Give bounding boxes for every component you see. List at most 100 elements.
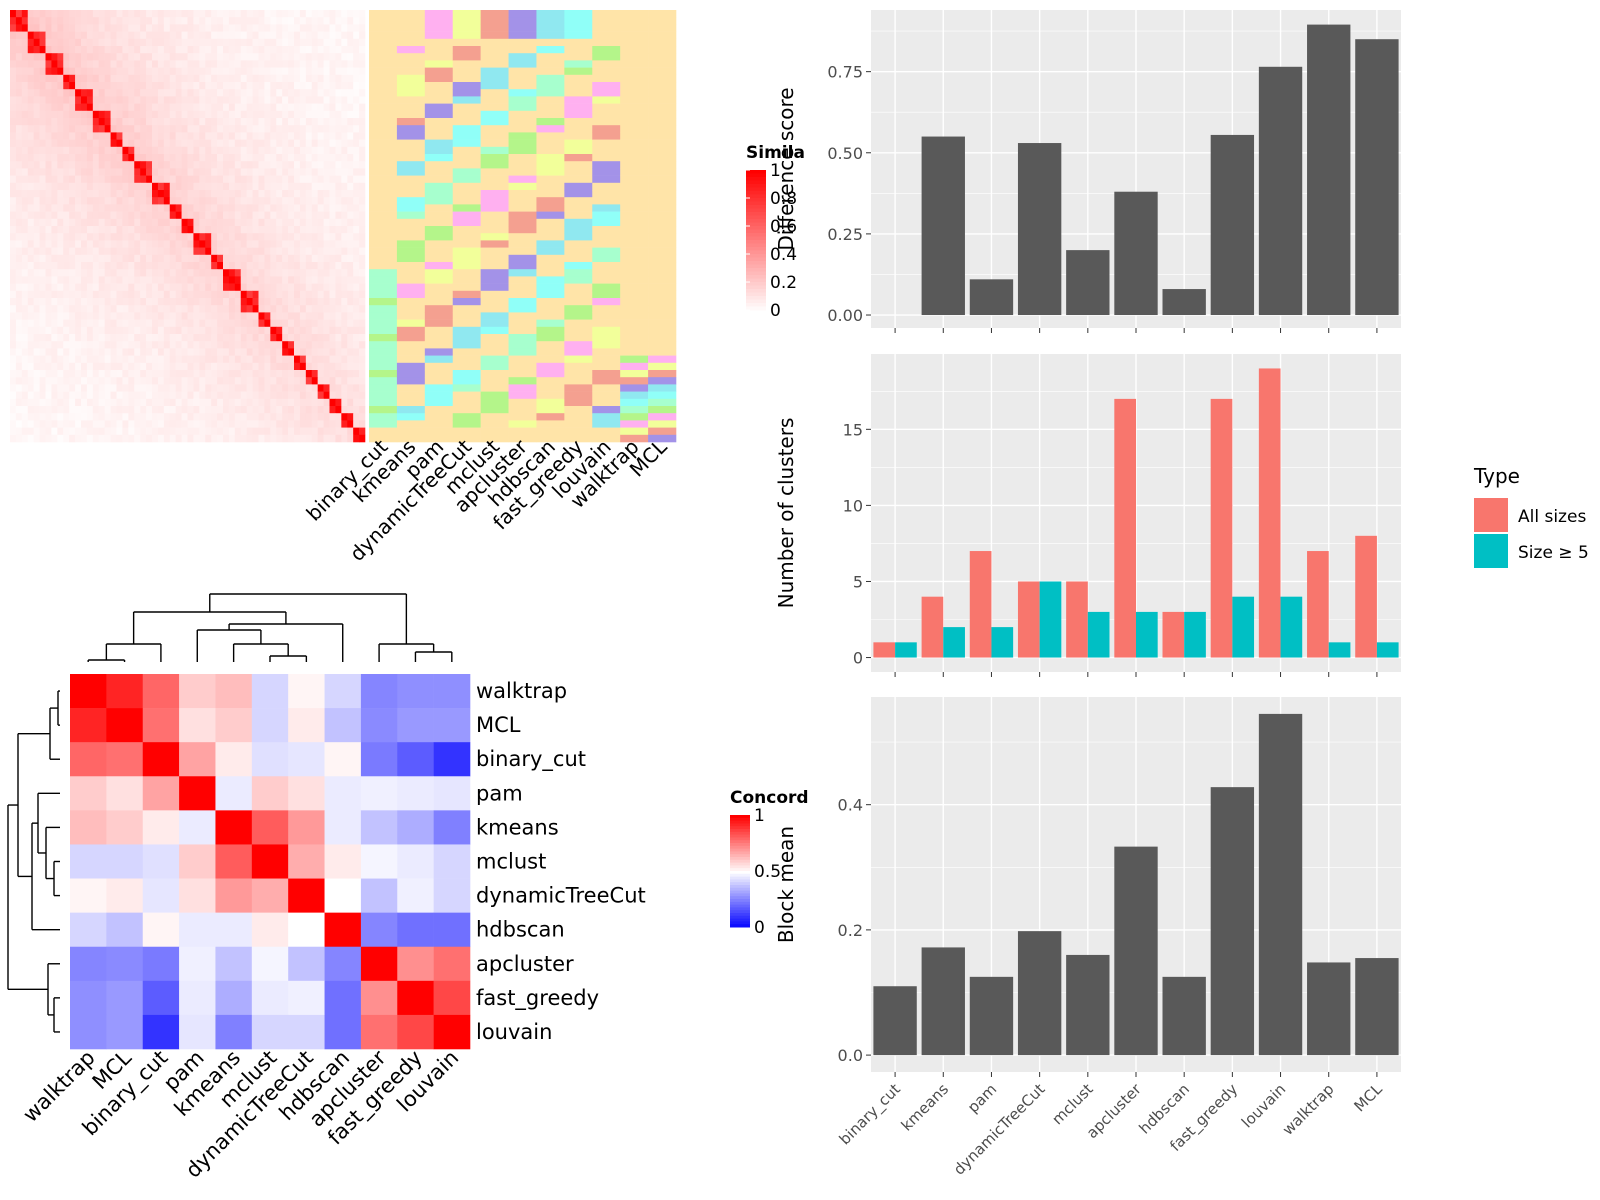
- annotation-cell: [648, 406, 677, 414]
- annotation-cell: [592, 211, 621, 220]
- similarity-cell: [39, 168, 46, 176]
- similarity-cell: [359, 420, 366, 428]
- similarity-cell: [311, 53, 318, 61]
- similarity-cell: [10, 312, 17, 320]
- annotation-cell: [396, 420, 426, 428]
- similarity-cell: [92, 276, 100, 284]
- similarity-cell: [15, 139, 23, 148]
- concordance-cell: [251, 912, 289, 948]
- annotation-cell: [369, 398, 398, 407]
- annotation-cell: [369, 413, 398, 421]
- similarity-cell: [305, 355, 313, 364]
- similarity-cell: [140, 276, 147, 284]
- similarity-cell: [140, 377, 147, 385]
- similarity-cell: [33, 427, 40, 436]
- annotation-cell: [369, 319, 398, 328]
- similarity-cell: [294, 413, 301, 421]
- similarity-cell: [175, 240, 182, 248]
- similarity-cell: [347, 413, 354, 421]
- similarity-cell: [169, 355, 176, 364]
- similarity-cell: [217, 226, 224, 234]
- similarity-cell: [51, 82, 58, 90]
- annotation-cell: [480, 175, 509, 184]
- similarity-cell: [63, 96, 70, 104]
- similarity-cell: [294, 233, 301, 241]
- annotation-cell: [620, 362, 649, 371]
- similarity-cell: [69, 420, 76, 428]
- similarity-cell: [329, 118, 336, 126]
- similarity-cell: [193, 53, 200, 61]
- similarity-cell: [347, 269, 354, 277]
- similarity-cell: [276, 398, 283, 407]
- similarity-cell: [317, 413, 324, 421]
- similarity-cell: [282, 334, 289, 342]
- similarity-cell: [211, 89, 218, 97]
- similarity-cell: [39, 46, 46, 54]
- similarity-cell: [10, 211, 17, 220]
- similarity-cell: [152, 161, 159, 169]
- similarity-cell: [347, 384, 354, 392]
- similarity-cell: [258, 420, 265, 428]
- similarity-cell: [122, 377, 129, 385]
- annotation-cell: [369, 269, 398, 277]
- annotation-cell: [424, 370, 454, 378]
- similarity-cell: [21, 96, 29, 104]
- similarity-cell: [152, 31, 159, 40]
- similarity-cell: [81, 370, 88, 378]
- x-tick-label: dynamicTreeCut: [950, 1080, 1049, 1179]
- similarity-cell: [252, 211, 259, 220]
- similarity-cell: [199, 161, 206, 169]
- similarity-cell: [92, 204, 100, 212]
- similarity-cell: [116, 118, 123, 126]
- similarity-cell: [51, 103, 58, 112]
- similarity-cell: [234, 82, 242, 90]
- similarity-cell: [33, 89, 40, 97]
- similarity-cell: [199, 233, 206, 241]
- similarity-cell: [347, 305, 354, 313]
- similarity-cell: [199, 413, 206, 421]
- similarity-cell: [110, 298, 117, 306]
- concordance-cell: [288, 776, 325, 811]
- similarity-cell: [264, 154, 271, 162]
- similarity-cell: [276, 226, 283, 234]
- concordance-cell: [288, 912, 325, 948]
- annotation-cell: [648, 276, 677, 284]
- similarity-cell: [205, 254, 212, 263]
- similarity-cell: [264, 146, 271, 155]
- annotation-cell: [564, 362, 593, 371]
- similarity-cell: [122, 406, 129, 414]
- annotation-cell: [480, 233, 509, 241]
- similarity-cell: [27, 46, 34, 54]
- similarity-cell: [21, 226, 29, 234]
- similarity-cell: [104, 334, 111, 342]
- similarity-cell: [15, 348, 23, 356]
- similarity-cell: [51, 132, 58, 140]
- similarity-cell: [276, 118, 283, 126]
- concordance-cell: [288, 674, 325, 709]
- similarity-cell: [199, 262, 206, 270]
- similarity-cell: [75, 197, 82, 205]
- similarity-cell: [27, 334, 34, 342]
- similarity-cell: [246, 204, 253, 212]
- similarity-cell: [21, 355, 29, 364]
- similarity-cell: [15, 74, 23, 83]
- similarity-cell: [98, 182, 105, 191]
- concordance-cell: [179, 1014, 216, 1050]
- similarity-cell: [353, 398, 360, 407]
- similarity-cell: [181, 319, 188, 328]
- similarity-cell: [199, 305, 206, 313]
- similarity-cell: [163, 413, 171, 421]
- similarity-cell: [359, 341, 366, 349]
- similarity-cell: [86, 161, 94, 169]
- annotation-cell: [396, 139, 426, 148]
- similarity-cell: [193, 355, 200, 364]
- annotation-cell: [620, 190, 649, 198]
- similarity-cell: [258, 31, 265, 40]
- similarity-cell: [193, 334, 200, 342]
- bar: [1355, 39, 1399, 316]
- similarity-cell: [15, 218, 23, 227]
- similarity-cell: [21, 334, 29, 342]
- annotation-cell: [592, 197, 621, 205]
- similarity-cell: [128, 269, 135, 277]
- similarity-cell: [98, 312, 105, 320]
